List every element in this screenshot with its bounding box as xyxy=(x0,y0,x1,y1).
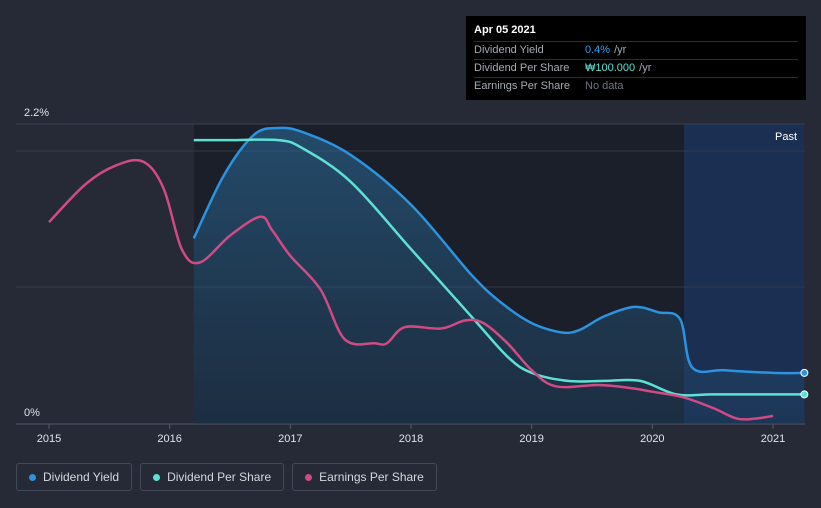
dividend-per-share-line xyxy=(193,138,805,397)
tooltip: Apr 05 2021 Dividend Yield 0.4% /yr Divi… xyxy=(466,16,806,100)
legend-label: Earnings Per Share xyxy=(319,470,424,484)
tooltip-value: No data xyxy=(585,80,624,92)
past-label: Past xyxy=(775,131,797,143)
legend-label: Dividend Yield xyxy=(43,470,120,484)
x-tick-label: 2019 xyxy=(519,433,543,445)
legend-item-dividend-per-share[interactable]: Dividend Per Share xyxy=(140,463,285,491)
tooltip-unit: /yr xyxy=(614,44,627,56)
x-tick-label: 2020 xyxy=(640,433,664,445)
x-axis-ticks: 2015 2016 2017 2018 2019 2020 2021 xyxy=(37,424,785,445)
tooltip-date: Apr 05 2021 xyxy=(474,24,536,36)
tooltip-unit: /yr xyxy=(639,62,652,74)
tooltip-value: 0.4% xyxy=(585,44,611,56)
tooltip-row-dividend-per-share: Dividend Per Share ₩100.000 /yr xyxy=(474,59,798,77)
tooltip-label: Earnings Per Share xyxy=(474,80,570,92)
x-tick-label: 2018 xyxy=(399,433,423,445)
legend-dot-icon xyxy=(305,473,313,481)
legend: Dividend Yield Dividend Per Share Earnin… xyxy=(16,463,437,491)
legend-dot-icon xyxy=(153,473,161,481)
legend-label: Dividend Per Share xyxy=(167,470,272,484)
legend-dot-icon xyxy=(29,473,36,481)
x-tick-label: 2017 xyxy=(278,433,302,445)
tooltip-row-dividend-yield: Dividend Yield 0.4% /yr xyxy=(474,41,798,59)
y-axis-max-label: 2.2% xyxy=(24,107,49,119)
tooltip-value: ₩100.000 xyxy=(585,62,636,74)
x-tick-label: 2021 xyxy=(761,433,785,445)
dividend-yield-area xyxy=(193,127,805,425)
y-axis-min-label: 0% xyxy=(24,407,40,419)
x-tick-label: 2016 xyxy=(157,433,181,445)
x-tick-label: 2015 xyxy=(37,433,61,445)
tooltip-row-earnings-per-share: Earnings Per Share No data xyxy=(474,77,798,95)
dividend-yield-end-marker xyxy=(800,368,809,377)
earnings-per-share-line xyxy=(48,158,774,421)
legend-item-earnings-per-share[interactable]: Earnings Per Share xyxy=(292,463,437,491)
tooltip-label: Dividend Yield xyxy=(474,44,544,56)
tooltip-label: Dividend Per Share xyxy=(474,62,570,74)
legend-item-dividend-yield[interactable]: Dividend Yield xyxy=(16,463,133,491)
series-lines xyxy=(48,126,805,421)
dividend-yield-line xyxy=(192,126,805,375)
dividend-per-share-end-marker xyxy=(800,390,809,399)
